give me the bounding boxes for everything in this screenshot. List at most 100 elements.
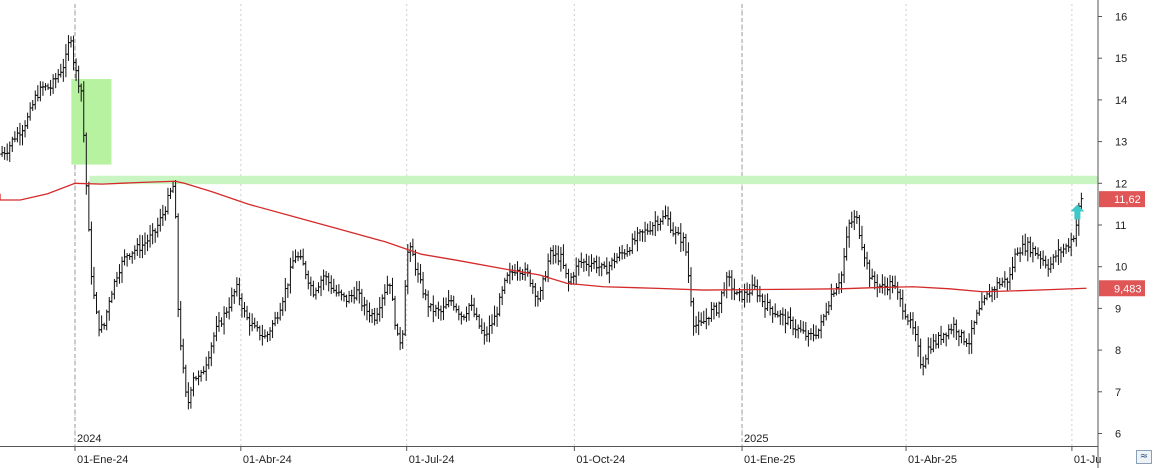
ohlc-bar-56: [142, 232, 147, 255]
ohlc-bar-246: [627, 246, 632, 256]
highlight-zones: [71, 79, 1098, 185]
ohlc-bar-169: [431, 295, 436, 323]
ohlc-bar-69: [176, 213, 181, 318]
ohlc-bar-0: [0, 145, 5, 157]
ohlc-bar-38: [97, 310, 102, 337]
ohlc-bar-107: [273, 311, 278, 327]
ohlc-bar-194: [495, 306, 500, 327]
ohlc-bar-206: [525, 264, 530, 277]
ohlc-bar-410: [1046, 258, 1051, 277]
ohlc-bar-286: [729, 270, 734, 300]
ohlc-bar-132: [336, 284, 341, 297]
year-labels: 2024 2025: [77, 433, 769, 445]
ohlc-bar-363: [926, 337, 931, 365]
expand-panel-icon[interactable]: ≈: [1136, 450, 1152, 464]
ohlc-bar-380: [969, 320, 974, 354]
ohlc-bar-238: [607, 261, 612, 284]
ohlc-bar-215: [548, 247, 553, 265]
ohlc-bar-367: [936, 331, 941, 349]
ohlc-bar-377: [962, 330, 967, 346]
moving-average-badge-text: 9,483: [1114, 283, 1142, 295]
ohlc-bar-120: [306, 270, 311, 290]
ohlc-bar-134: [342, 292, 347, 302]
ohlc-bar-99: [252, 317, 257, 329]
ohlc-bar-353: [900, 289, 905, 320]
ohlc-bar-279: [711, 302, 716, 320]
ohlc-bar-42: [107, 296, 112, 321]
ohlc-bar-104: [265, 331, 270, 343]
ohlc-bar-265: [676, 226, 681, 236]
ohlc-bar-330: [842, 248, 847, 284]
ohlc-bar-195: [497, 293, 502, 317]
ohlc-bar-145: [370, 308, 375, 324]
ohlc-bar-170: [433, 304, 438, 317]
ohlc-bar-278: [709, 301, 714, 322]
ohlc-bar-135: [344, 294, 349, 308]
ohlc-bar-91: [232, 288, 237, 304]
last-price-badge: 11,62: [1099, 191, 1145, 208]
ohlc-bar-196: [500, 286, 505, 306]
ohlc-bar-146: [372, 307, 377, 326]
moving-average-layer: [0, 180, 1087, 293]
ohlc-bar-282: [719, 290, 724, 314]
ohlc-bar-84: [214, 316, 219, 342]
ohlc-bar-46: [117, 264, 122, 284]
y-tick-label: 12: [1115, 178, 1127, 190]
ohlc-bar-41: [104, 309, 109, 331]
ohlc-bar-163: [415, 262, 420, 283]
ohlc-bar-3: [7, 141, 12, 163]
ohlc-bar-109: [278, 302, 283, 321]
ohlc-bar-421: [1074, 215, 1079, 247]
axes: [0, 0, 1099, 468]
ohlc-bar-280: [714, 302, 719, 317]
zone-band-1: [89, 175, 1098, 185]
ohlc-bar-131: [334, 284, 339, 297]
ohlc-bar-311: [793, 319, 798, 338]
x-tick-label: 01-Ene-24: [77, 454, 128, 466]
ohlc-bar-318: [811, 324, 816, 342]
ohlc-bar-233: [594, 255, 599, 274]
ohlc-bar-346: [882, 276, 887, 296]
ohlc-bar-247: [630, 233, 635, 254]
ohlc-bar-358: [913, 321, 918, 342]
ohlc-bar-15: [38, 81, 43, 102]
ohlc-bar-395: [1007, 267, 1012, 290]
ohlc-bar-20: [51, 74, 56, 94]
ohlc-bar-139: [354, 281, 359, 301]
ohlc-bar-13: [33, 90, 38, 110]
ohlc-bar-270: [689, 267, 694, 307]
ohlc-bar-172: [438, 305, 443, 321]
ohlc-bar-375: [956, 329, 961, 347]
ohlc-bar-237: [604, 257, 609, 275]
ohlc-bar-391: [997, 277, 1002, 290]
ohlc-bar-75: [191, 372, 196, 397]
ohlc-bar-362: [923, 354, 928, 369]
x-axis-labels: 01-Ene-24 01-Abr-24 01-Jul-24 01-Oct-24 01-E…: [74, 446, 1101, 466]
ohlc-bar-388: [990, 286, 995, 303]
ohlc-bar-298: [760, 293, 765, 308]
ohlc-bar-188: [479, 318, 484, 334]
ohlc-bar-95: [242, 302, 247, 318]
ohlc-bar-63: [160, 204, 165, 226]
ohlc-bar-78: [199, 369, 204, 382]
ohlc-bar-119: [303, 260, 308, 280]
ohlc-bar-174: [444, 297, 449, 309]
ohlc-bar-83: [211, 332, 216, 354]
ohlc-bar-57: [145, 234, 150, 252]
ohlc-bar-340: [867, 259, 872, 288]
ohlc-bar-267: [681, 232, 686, 252]
ohlc-bar-77: [196, 370, 201, 386]
ohlc-bar-59: [150, 223, 155, 245]
x-tick-label: 01-Abr-25: [908, 454, 957, 466]
ohlc-bar-21: [53, 72, 58, 89]
ohlc-bar-378: [964, 338, 969, 347]
ohlc-bar-12: [30, 99, 35, 112]
ohlc-bar-351: [895, 281, 900, 300]
ohlc-bar-364: [928, 337, 933, 354]
ohlc-bar-39: [99, 315, 104, 333]
y-tick-label: 9: [1115, 303, 1121, 315]
ohlc-bar-284: [724, 271, 729, 299]
ohlc-bar-156: [398, 326, 403, 351]
ohlc-bar-180: [459, 311, 464, 325]
ohlc-bar-17: [43, 83, 48, 91]
